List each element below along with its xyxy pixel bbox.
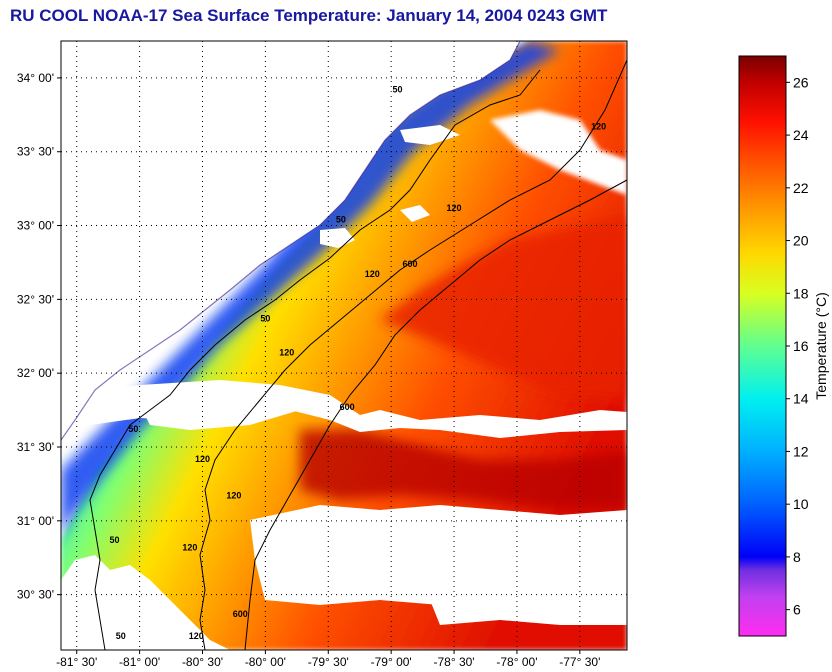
cloud-north-east: [490, 110, 627, 195]
isobath-label: 120: [279, 347, 294, 357]
figure-title: RU COOL NOAA-17 Sea Surface Temperature:…: [10, 6, 608, 25]
lon-tick-label: -77° 30': [559, 655, 600, 669]
isobath-label: 50: [128, 424, 138, 434]
isobaths: [89, 59, 627, 650]
sst-gulf-stream-hot: [380, 215, 627, 400]
latitude-axis: 34° 00' 33° 30' 33° 00' 32° 30' 32° 00' 31° 3…: [17, 71, 61, 602]
cloud-band-mid: [61, 380, 627, 438]
cloud-coast-patch-2: [400, 205, 430, 222]
sst-gulf-stream-core: [300, 430, 627, 510]
lon-tick-label: -81° 30': [56, 655, 97, 669]
colorbar-tick-label: 16: [793, 338, 809, 354]
lat-tick-label: 30° 30': [17, 588, 54, 602]
colorbar-tick-label: 20: [793, 233, 809, 249]
cloud-south-west: [61, 555, 230, 650]
isobath-labels: 50 120 50 120 120 600 50 120 600 50 120 120 50 120 50 1…: [109, 85, 606, 641]
isobath-label: 50: [336, 215, 346, 225]
lat-tick-label: 32° 00': [17, 366, 54, 380]
colorbar-tick-label: 24: [793, 127, 809, 143]
cloud-mask: [61, 110, 627, 650]
cloud-band-central: [140, 398, 300, 430]
isobath-50m: [89, 69, 541, 650]
land-mass: [61, 41, 521, 441]
lat-tick-label: 33° 00': [17, 219, 54, 233]
lat-tick-label: 31° 30': [17, 440, 54, 454]
land-area: [61, 41, 520, 440]
isobath-label: 120: [182, 542, 197, 552]
lat-tick-label: 33° 30': [17, 145, 54, 159]
plot-frame: [60, 40, 628, 651]
lat-tick-label: 32° 30': [17, 292, 54, 306]
lon-tick-label: -80° 30': [182, 655, 223, 669]
longitude-axis: -81° 30' -81° 00' -80° 30' -80° 00' -79° 30'…: [56, 650, 600, 669]
colorbar-tick-label: 26: [793, 74, 809, 90]
lat-tick-label: 31° 00': [17, 514, 54, 528]
lon-tick-label: -78° 30': [433, 655, 474, 669]
coastline: [61, 41, 521, 441]
isobath-label: 120: [591, 122, 606, 132]
lon-tick-label: -81° 00': [119, 655, 160, 669]
colorbar-tick-label: 22: [793, 180, 809, 196]
colorbar-tick-label: 10: [793, 496, 809, 512]
colorbar-ticks: 6 8 10 12 14 16 18 20 22 24 26: [786, 74, 809, 618]
isobath-label: 600: [233, 609, 248, 619]
isobath-600m: [244, 179, 627, 650]
isobath-label: 50: [109, 535, 119, 545]
cloud-northern-shelf: [400, 125, 460, 145]
isobath-label: 50: [116, 631, 126, 641]
colorbar-tick-label: 18: [793, 285, 809, 301]
lon-tick-label: -78° 00': [496, 655, 537, 669]
isobath-label: 120: [365, 269, 380, 279]
colorbar-tick-label: 12: [793, 443, 809, 459]
colorbar-tick-label: 8: [793, 549, 801, 565]
cloud-southeast-corner: [430, 595, 627, 625]
isobath-label: 50: [392, 85, 402, 95]
colorbar-tick-label: 6: [793, 602, 801, 618]
isobath-label: 600: [403, 259, 418, 269]
lon-tick-label: -80° 00': [245, 655, 286, 669]
lon-tick-label: -79° 00': [371, 655, 412, 669]
cloud-south-wide: [250, 505, 627, 610]
isobath-label: 120: [447, 203, 462, 213]
isobath-120m: [199, 59, 627, 650]
lat-tick-label: 34° 00': [17, 71, 54, 85]
sst-map-plot: 50 120 50 120 120 600 50 120 600 50 120 120 50 120 50 1…: [61, 41, 627, 650]
colorbar-title: Temperature (°C): [813, 292, 829, 400]
colorbar-tick-label: 14: [793, 391, 809, 407]
isobath-label: 120: [195, 454, 210, 464]
isobath-label: 120: [226, 491, 241, 501]
isobath-label: 120: [189, 631, 204, 641]
isobath-label: 50: [260, 314, 270, 324]
colorbar-ramp: [738, 55, 787, 637]
temperature-colorbar: 6 8 10 12 14 16 18 20 22 24 26 Temperature (°C): [738, 55, 829, 637]
lon-tick-label: -79° 30': [308, 655, 349, 669]
isobath-label: 600: [340, 402, 355, 412]
